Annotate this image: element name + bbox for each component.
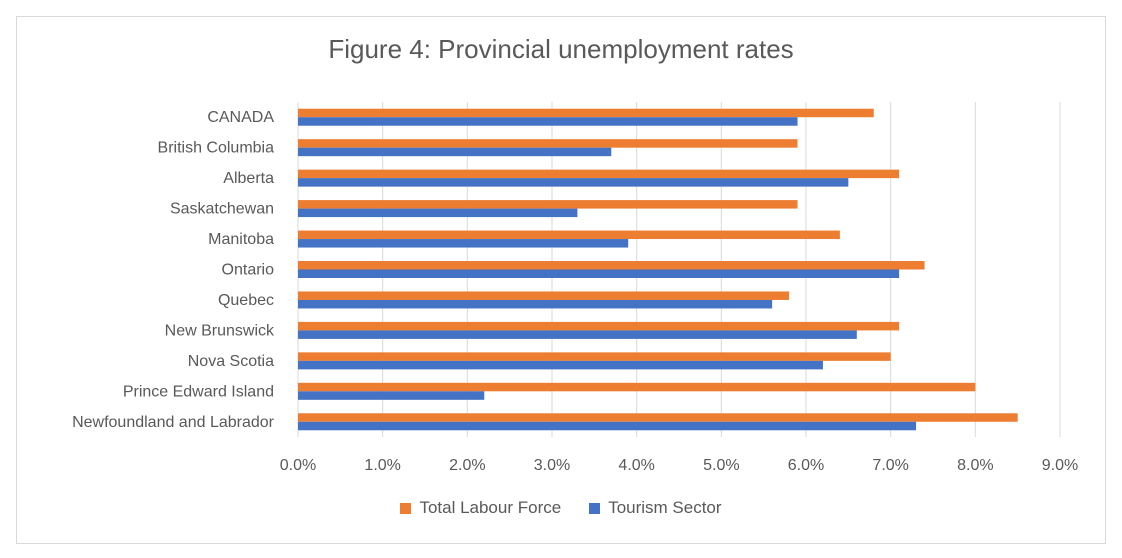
- bar-tourism-sector-manitoba: [298, 239, 629, 248]
- x-tick-label: 6.0%: [788, 457, 824, 474]
- bar-tourism-sector-canada: [298, 117, 798, 126]
- y-tick-label: Newfoundland and Labrador: [72, 414, 275, 431]
- bar-total-labour-force-british-columbia: [298, 139, 798, 148]
- y-tick-label: British Columbia: [158, 140, 275, 157]
- y-tick-label: Manitoba: [208, 231, 274, 248]
- chart-frame: [16, 16, 1106, 544]
- y-tick-label: Alberta: [223, 170, 274, 187]
- bar-tourism-sector-alberta: [298, 178, 849, 187]
- bar-total-labour-force-ontario: [298, 261, 925, 270]
- bar-total-labour-force-prince-edward-island: [298, 382, 976, 392]
- legend-label-tourism-sector: Tourism Sector: [608, 498, 722, 517]
- bar-total-labour-force-quebec: [298, 291, 790, 300]
- x-tick-label: 0.0%: [280, 457, 316, 474]
- bar-tourism-sector-ontario: [298, 269, 900, 278]
- y-tick-label: Nova Scotia: [188, 353, 274, 370]
- x-tick-label: 2.0%: [449, 457, 485, 474]
- bar-total-labour-force-new-brunswick: [298, 321, 900, 331]
- bar-total-labour-force-nova-scotia: [298, 352, 891, 361]
- x-tick-label: 4.0%: [618, 457, 654, 474]
- bar-tourism-sector-new-brunswick: [298, 330, 857, 339]
- legend-item-total-labour-force: Total Labour Force: [400, 498, 561, 518]
- x-tick-label: 1.0%: [364, 457, 400, 474]
- legend-swatch-tourism-sector: [589, 502, 601, 514]
- y-tick-label: Ontario: [222, 262, 275, 279]
- y-tick-label: Prince Edward Island: [123, 383, 274, 400]
- y-tick-label: Saskatchewan: [170, 201, 274, 218]
- x-tick-label: 5.0%: [703, 457, 739, 474]
- bar-tourism-sector-saskatchewan: [298, 208, 578, 218]
- y-tick-label: New Brunswick: [165, 322, 275, 339]
- bar-tourism-sector-prince-edward-island: [298, 391, 485, 400]
- bar-tourism-sector-newfoundland-and-labrador: [298, 421, 917, 431]
- x-tick-label: 9.0%: [1042, 457, 1078, 474]
- legend-swatch-total-labour-force: [400, 502, 412, 514]
- legend: Total Labour Force Tourism Sector: [0, 498, 1122, 518]
- bar-total-labour-force-newfoundland-and-labrador: [298, 413, 1018, 422]
- bar-total-labour-force-saskatchewan: [298, 200, 798, 209]
- bar-total-labour-force-canada: [298, 108, 874, 118]
- y-tick-label: CANADA: [207, 109, 274, 126]
- bar-total-labour-force-manitoba: [298, 230, 840, 240]
- bar-tourism-sector-nova-scotia: [298, 360, 823, 370]
- legend-item-tourism-sector: Tourism Sector: [589, 498, 722, 518]
- chart-title: Figure 4: Provincial unemployment rates: [328, 34, 794, 64]
- x-tick-label: 8.0%: [957, 457, 993, 474]
- y-tick-label: Quebec: [218, 292, 274, 309]
- bar-total-labour-force-alberta: [298, 169, 900, 179]
- x-tick-label: 7.0%: [872, 457, 908, 474]
- x-tick-label: 3.0%: [534, 457, 570, 474]
- bar-tourism-sector-british-columbia: [298, 147, 612, 157]
- legend-label-total-labour-force: Total Labour Force: [419, 498, 562, 517]
- bar-tourism-sector-quebec: [298, 299, 773, 309]
